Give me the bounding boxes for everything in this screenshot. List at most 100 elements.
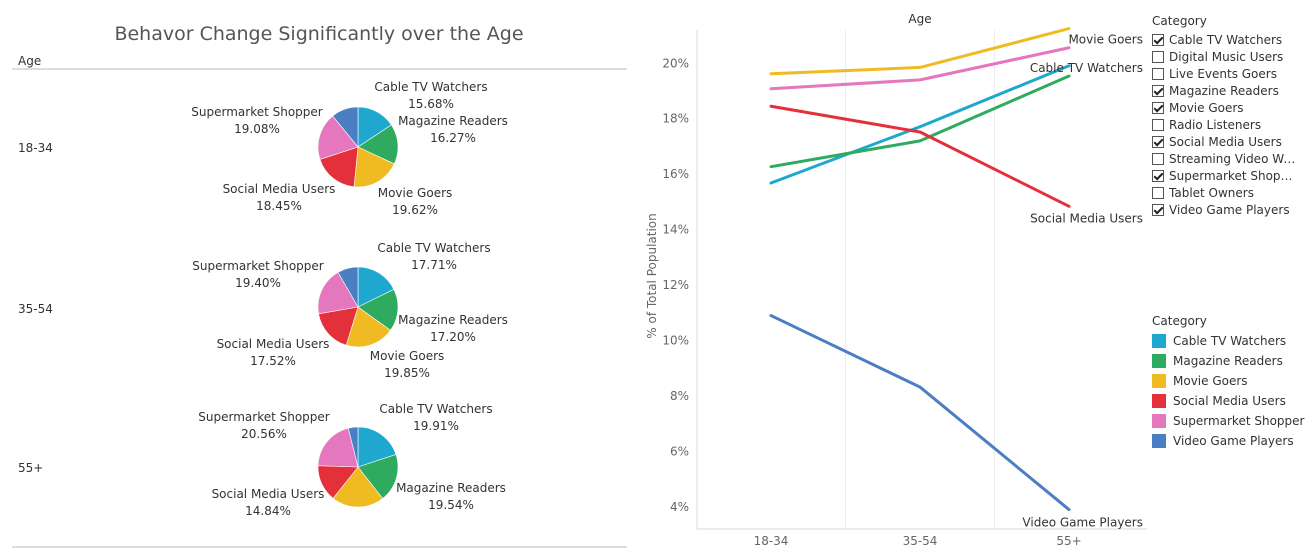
filter-item-live-events-goers[interactable]: Live Events Goers	[1152, 65, 1312, 82]
pie-label-category: Supermarket Shopper	[191, 105, 323, 119]
filter-item-label: Radio Listeners	[1169, 117, 1262, 132]
x-tick-label: 55+	[1056, 534, 1081, 548]
pie-label-value: 17.20%	[430, 330, 476, 344]
series-end-label: Social Media Users	[1030, 211, 1143, 225]
pie-row-55: 55+ Cable TV Watchers 19.91% Magazine Reade…	[18, 402, 506, 518]
checkbox-checked-icon[interactable]	[1152, 33, 1164, 46]
filter-item-tablet-owners[interactable]: Tablet Owners	[1152, 184, 1312, 201]
pie-row-header: Age	[18, 54, 41, 68]
pie-label-value: 18.45%	[256, 199, 302, 213]
filter-item-radio-listeners[interactable]: Radio Listeners	[1152, 116, 1312, 133]
pie-slice-social-media-users[interactable]	[319, 146, 359, 188]
series-line-social-media-users[interactable]	[769, 104, 1071, 208]
series-end-label: Cable TV Watchers	[1030, 61, 1143, 75]
filter-title: Category	[1152, 14, 1207, 28]
legend-item-video-game-players[interactable]: Video Game Players	[1152, 431, 1312, 451]
filter-item-label: Digital Music Users	[1169, 49, 1284, 64]
pie-grid: 18-34 Cable TV Watchers 15.68% Magazine Rea…	[18, 80, 508, 518]
filter-item-video-game-players[interactable]: Video Game Players	[1152, 201, 1312, 218]
series-movie-goers: Movie Goers	[769, 27, 1143, 76]
pie-label-category: Social Media Users	[212, 487, 325, 501]
legend-item-label: Cable TV Watchers	[1173, 334, 1287, 348]
filter-item-digital-music-users[interactable]: Digital Music Users	[1152, 48, 1312, 65]
y-tick-label: 10%	[662, 333, 689, 347]
filter-item-label: Supermarket Shopper	[1169, 168, 1299, 183]
legend-swatch	[1152, 354, 1166, 368]
pie-label-value: 19.40%	[235, 276, 281, 290]
pie-slice-video-game-players[interactable]	[347, 426, 359, 468]
series-line-magazine-readers[interactable]	[769, 74, 1071, 169]
pie-label-category: Social Media Users	[223, 182, 336, 196]
checkbox-checked-icon[interactable]	[1152, 84, 1164, 97]
pie-label-value: 19.85%	[384, 366, 430, 380]
series-line-supermarket-shopper[interactable]	[769, 46, 1071, 91]
legend-swatch	[1152, 334, 1166, 348]
pie-label-category: Cable TV Watchers	[379, 402, 492, 416]
pie-label-category: Supermarket Shopper	[198, 410, 330, 424]
filter-item-label: Tablet Owners	[1169, 185, 1254, 200]
pie-panel-title: Behavor Change Significantly over the Ag…	[114, 23, 523, 45]
pie-slice-supermarket-shopper[interactable]	[317, 271, 359, 315]
legend-swatch	[1152, 434, 1166, 448]
filter-item-label: Social Media Users	[1169, 134, 1282, 149]
pie-row-label: 18-34	[18, 141, 53, 155]
y-tick-label: 16%	[662, 167, 689, 181]
legend-item-supermarket-shopper[interactable]: Supermarket Shopper	[1152, 411, 1312, 431]
pie-label-category: Movie Goers	[370, 349, 445, 363]
legend-item-cable-tv-watchers[interactable]: Cable TV Watchers	[1152, 331, 1312, 351]
filter-item-label: Streaming Video Wat..	[1169, 151, 1299, 166]
x-tick-label: 35-54	[903, 534, 938, 548]
legend-item-movie-goers[interactable]: Movie Goers	[1152, 371, 1312, 391]
checkbox-checked-icon[interactable]	[1152, 169, 1164, 182]
filter-item-label: Movie Goers	[1169, 100, 1244, 115]
pie-row-label: 55+	[18, 461, 43, 475]
pie-slice-movie-goers[interactable]	[353, 146, 395, 188]
legend-item-social-media-users[interactable]: Social Media Users	[1152, 391, 1312, 411]
filter-item-magazine-readers[interactable]: Magazine Readers	[1152, 82, 1312, 99]
series-line-video-game-players[interactable]	[769, 314, 1071, 512]
checkbox-checked-icon[interactable]	[1152, 135, 1164, 148]
checkbox-unchecked-icon[interactable]	[1152, 50, 1164, 63]
pie-label-value: 14.84%	[245, 504, 291, 518]
legend-item-magazine-readers[interactable]: Magazine Readers	[1152, 351, 1312, 371]
pie-label-value: 15.68%	[408, 97, 454, 111]
checkbox-unchecked-icon[interactable]	[1152, 118, 1164, 131]
legend-item-label: Supermarket Shopper	[1173, 414, 1305, 428]
filter-item-cable-tv-watchers[interactable]: Cable TV Watchers	[1152, 31, 1312, 48]
checkbox-checked-icon[interactable]	[1152, 101, 1164, 114]
legend-title: Category	[1152, 314, 1207, 328]
checkbox-unchecked-icon[interactable]	[1152, 67, 1164, 80]
pie-slice-magazine-readers[interactable]	[357, 288, 399, 331]
filter-item-social-media-users[interactable]: Social Media Users	[1152, 133, 1312, 150]
pie-slice-cable-tv-watchers[interactable]	[357, 426, 397, 468]
y-tick-label: 18%	[662, 112, 689, 126]
pie-slice-magazine-readers[interactable]	[357, 454, 399, 499]
pie-row-label: 35-54	[18, 302, 53, 316]
pie-slice-cable-tv-watchers[interactable]	[357, 266, 395, 308]
pie-slice-supermarket-shopper[interactable]	[317, 115, 359, 160]
pie-label-category: Movie Goers	[378, 186, 453, 200]
checkbox-unchecked-icon[interactable]	[1152, 152, 1164, 165]
pie-slice-supermarket-shopper[interactable]	[317, 427, 359, 468]
pie-slice-video-game-players[interactable]	[337, 266, 359, 309]
filter-item-streaming-video-wat[interactable]: Streaming Video Wat..	[1152, 150, 1312, 167]
pie-slice-movie-goers[interactable]	[345, 306, 391, 348]
pie-label-category: Social Media Users	[217, 337, 330, 351]
filter-item-label: Video Game Players	[1169, 202, 1290, 217]
checkbox-unchecked-icon[interactable]	[1152, 186, 1164, 199]
y-axis-title: % of Total Population	[645, 213, 659, 338]
series-line-movie-goers[interactable]	[769, 27, 1071, 76]
legend-swatch	[1152, 414, 1166, 428]
pie-slice-movie-goers[interactable]	[332, 466, 384, 508]
y-tick-label: 4%	[670, 500, 689, 514]
pie-label-value: 20.56%	[241, 427, 287, 441]
pie-slice-video-game-players[interactable]	[332, 106, 359, 148]
pie-slice-social-media-users[interactable]	[318, 306, 359, 346]
pie-label-value: 19.08%	[234, 122, 280, 136]
series-line-cable-tv-watchers[interactable]	[769, 64, 1071, 185]
filter-item-movie-goers[interactable]: Movie Goers	[1152, 99, 1312, 116]
filter-item-label: Magazine Readers	[1169, 83, 1279, 98]
filter-item-supermarket-shopper[interactable]: Supermarket Shopper	[1152, 167, 1312, 184]
pie-label-value: 17.71%	[411, 258, 457, 272]
checkbox-checked-icon[interactable]	[1152, 203, 1164, 216]
